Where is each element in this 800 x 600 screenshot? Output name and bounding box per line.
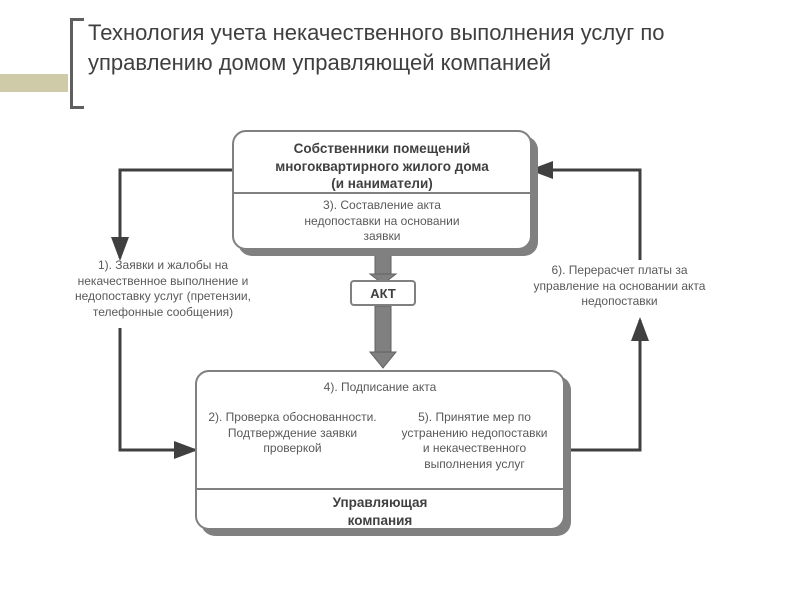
owners-box: Собственники помещений многоквартирного … xyxy=(232,130,532,250)
owners-divider xyxy=(234,192,530,194)
company-divider xyxy=(197,488,563,490)
flowchart: Собственники помещений многоквартирного … xyxy=(0,0,800,600)
step6-text: 6). Перерасчет платы за управление на ос… xyxy=(527,263,712,310)
akt-box: АКТ xyxy=(350,280,416,306)
company-title: Управляющая компания xyxy=(197,494,563,529)
step1-text: 1). Заявки и жалобы на некачественное вы… xyxy=(68,258,258,320)
company-box: 4). Подписание акта 2). Проверка обоснов… xyxy=(195,370,565,530)
step3-text: 3). Составление акта недопоставки на осн… xyxy=(234,198,530,245)
step2-text: 2). Проверка обоснованности. Подтвержден… xyxy=(205,410,380,457)
step4-text: 4). Подписание акта xyxy=(197,380,563,396)
owners-title: Собственники помещений многоквартирного … xyxy=(234,140,530,193)
step5-text: 5). Принятие мер по устранению недопоста… xyxy=(387,410,562,472)
